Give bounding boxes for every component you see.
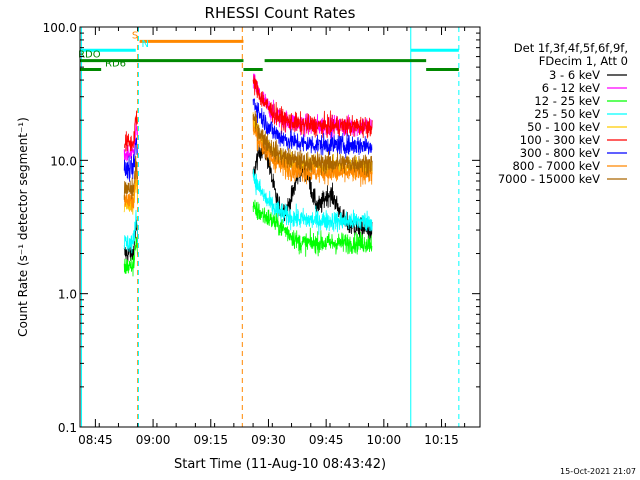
x-tick-label: 10:15 <box>424 433 459 447</box>
legend-entry-label: 3 - 6 keV <box>549 68 600 82</box>
legend-entry-label: 300 - 800 keV <box>520 146 600 160</box>
series-12-25keV <box>123 199 373 277</box>
flag-bars: SN RDO RD6 <box>78 30 459 72</box>
flag-label: S <box>132 30 138 41</box>
series-300-800keV <box>123 98 373 182</box>
x-tick-label: 08:45 <box>78 433 113 447</box>
series-100-300keV <box>123 75 373 152</box>
legend-entry-label: 50 - 100 keV <box>527 120 600 134</box>
flag-label: RDO <box>78 50 101 61</box>
plot-area: SN RDO RD6 <box>78 27 460 427</box>
plot-frame <box>79 26 481 428</box>
flag-label: N <box>142 39 149 50</box>
vertical-markers <box>81 27 460 427</box>
series-trace <box>123 168 138 212</box>
legend-entry-label: 12 - 25 keV <box>534 94 600 108</box>
series-trace <box>123 137 138 182</box>
chart-title: RHESSI Count Rates <box>205 4 356 22</box>
y-tick-label: 10.0 <box>50 154 77 168</box>
series-trace <box>123 110 138 152</box>
series-25-50keV <box>123 169 373 254</box>
data-series-layer <box>123 73 373 277</box>
footer-timestamp: 15-Oct-2021 21:07 <box>560 467 636 476</box>
x-axis-label: Start Time (11-Aug-10 08:43:42) <box>174 457 386 472</box>
series-trace <box>252 98 373 159</box>
series-trace <box>252 169 373 235</box>
series-800-7000keV <box>123 117 373 212</box>
x-tick-label: 10:00 <box>367 433 402 447</box>
series-trace <box>123 236 138 277</box>
flag-label: RD6 <box>105 59 126 70</box>
legend-entry-label: 100 - 300 keV <box>520 133 600 147</box>
legend-header-line-1: Det 1f,3f,4f,5f,6f,9f, <box>514 41 628 55</box>
legend: Det 1f,3f,4f,5f,6f,9f, FDecim 1, Att 0 3… <box>498 41 628 186</box>
series-trace <box>252 110 373 178</box>
legend-entry-label: 25 - 50 keV <box>534 107 600 121</box>
y-tick-label: 0.1 <box>58 421 77 435</box>
x-tick-label: 09:00 <box>136 433 171 447</box>
y-tick-label: 100.0 <box>43 21 77 35</box>
legend-entry-label: 6 - 12 keV <box>542 81 600 95</box>
x-tick-label: 09:30 <box>251 433 286 447</box>
legend-entry-label: 800 - 7000 keV <box>512 159 600 173</box>
series-7000-15000keV <box>123 110 373 200</box>
x-tick-label: 09:45 <box>309 433 344 447</box>
series-trace <box>252 117 373 187</box>
series-trace <box>252 75 373 139</box>
series-trace <box>123 209 138 254</box>
x-tick-label: 09:15 <box>193 433 228 447</box>
series-trace <box>123 155 138 200</box>
series-trace <box>252 199 373 257</box>
legend-entry-label: 7000 - 15000 keV <box>498 172 600 186</box>
y-tick-label: 1.0 <box>58 288 77 302</box>
legend-header-line-2: FDecim 1, Att 0 <box>539 54 628 68</box>
axes: 08:45 09:00 09:15 09:30 09:45 10:00 10:15 0.1 1.… <box>43 21 480 447</box>
y-axis-label: Count Rate (s⁻¹ detector segment⁻¹) <box>16 117 30 337</box>
